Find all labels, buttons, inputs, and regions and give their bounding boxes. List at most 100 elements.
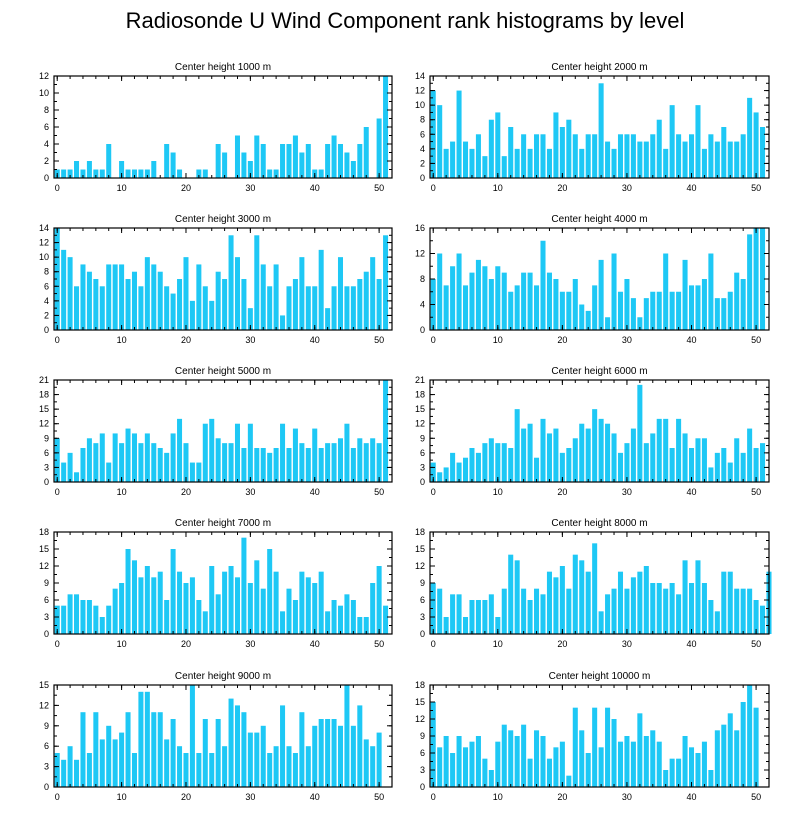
bar xyxy=(74,161,80,178)
y-tick-label: 14 xyxy=(415,71,425,81)
bar xyxy=(305,286,311,330)
panel-title: Center height 4000 m xyxy=(551,214,647,225)
bar xyxy=(753,707,759,787)
bar xyxy=(286,286,292,330)
y-tick-label: 6 xyxy=(420,595,425,605)
x-tick-label: 0 xyxy=(55,335,60,345)
bar xyxy=(682,433,688,482)
bar xyxy=(669,758,675,787)
bar xyxy=(721,571,727,634)
bar xyxy=(540,418,546,482)
bar xyxy=(643,736,649,787)
bar xyxy=(592,409,598,482)
bar xyxy=(727,291,733,330)
bar xyxy=(363,443,369,482)
bar xyxy=(280,611,286,634)
bar xyxy=(572,134,578,178)
bar xyxy=(318,169,324,178)
y-tick-label: 18 xyxy=(415,390,425,400)
bar xyxy=(495,617,501,634)
bar xyxy=(331,600,337,634)
bar xyxy=(234,577,240,634)
bar xyxy=(669,448,675,482)
bar xyxy=(318,719,324,787)
bar xyxy=(469,272,475,331)
y-tick-label: 0 xyxy=(44,325,49,335)
bar xyxy=(54,228,60,330)
y-tick-label: 4 xyxy=(420,144,425,154)
bar xyxy=(682,141,688,178)
bar xyxy=(93,605,99,634)
x-tick-label: 0 xyxy=(431,335,436,345)
panel-10: Center height 10000 m 0 3 6 9 12 15 18 0 10 20 30 40… xyxy=(415,671,770,802)
bar xyxy=(501,724,507,787)
bar xyxy=(437,105,443,178)
bar xyxy=(643,141,649,178)
y-tick-label: 15 xyxy=(415,404,425,414)
bar xyxy=(598,611,604,634)
bar xyxy=(488,770,494,787)
bar xyxy=(170,293,176,330)
bar xyxy=(241,448,247,482)
bar xyxy=(74,594,80,634)
y-tick-label: 9 xyxy=(44,433,49,443)
y-tick-label: 0 xyxy=(420,325,425,335)
x-tick-label: 10 xyxy=(493,487,503,497)
bar xyxy=(93,279,99,330)
bar xyxy=(559,741,565,787)
bar xyxy=(514,736,520,787)
panel-title: Center height 10000 m xyxy=(549,671,651,682)
bar xyxy=(508,448,514,482)
bar xyxy=(183,257,189,330)
bar xyxy=(521,724,527,787)
y-tick-label: 10 xyxy=(415,100,425,110)
bar xyxy=(463,457,469,482)
bar xyxy=(267,549,273,634)
bar xyxy=(701,438,707,482)
bar xyxy=(196,462,202,482)
bar xyxy=(495,112,501,178)
bar xyxy=(695,753,701,787)
bar xyxy=(93,443,99,482)
bar xyxy=(312,583,318,634)
bar xyxy=(106,725,112,787)
bar xyxy=(734,141,740,178)
panel-6: Center height 6000 m 0 3 6 9 12 15 18 21 0 10 20 30 4… xyxy=(415,366,770,497)
bar xyxy=(144,169,150,178)
bar xyxy=(740,702,746,787)
bar xyxy=(286,588,292,634)
bar xyxy=(106,264,112,330)
bar xyxy=(292,753,298,787)
bar xyxy=(299,443,305,482)
bar xyxy=(325,611,331,634)
y-tick-label: 12 xyxy=(415,714,425,724)
bar xyxy=(450,266,456,330)
bar xyxy=(617,741,624,787)
x-tick-label: 0 xyxy=(431,487,436,497)
y-tick-label: 12 xyxy=(415,419,425,429)
bar xyxy=(534,730,540,787)
bar xyxy=(177,169,183,178)
bar xyxy=(630,741,636,787)
bar xyxy=(93,712,99,787)
bar xyxy=(443,617,449,634)
bar xyxy=(592,134,598,178)
bar xyxy=(260,725,266,787)
y-tick-label: 3 xyxy=(44,612,49,622)
bar xyxy=(344,286,350,330)
bar xyxy=(708,600,714,634)
bar xyxy=(305,577,311,634)
bar xyxy=(222,746,228,787)
bar xyxy=(177,571,183,634)
x-tick-label: 30 xyxy=(245,792,255,802)
bar xyxy=(676,418,682,482)
bar xyxy=(456,462,462,482)
bar xyxy=(86,600,92,634)
bar xyxy=(727,141,733,178)
y-tick-label: 12 xyxy=(39,238,49,248)
bar xyxy=(177,746,183,787)
bar xyxy=(540,594,546,634)
bar xyxy=(99,169,105,178)
bar xyxy=(61,249,67,330)
bar xyxy=(747,588,753,634)
